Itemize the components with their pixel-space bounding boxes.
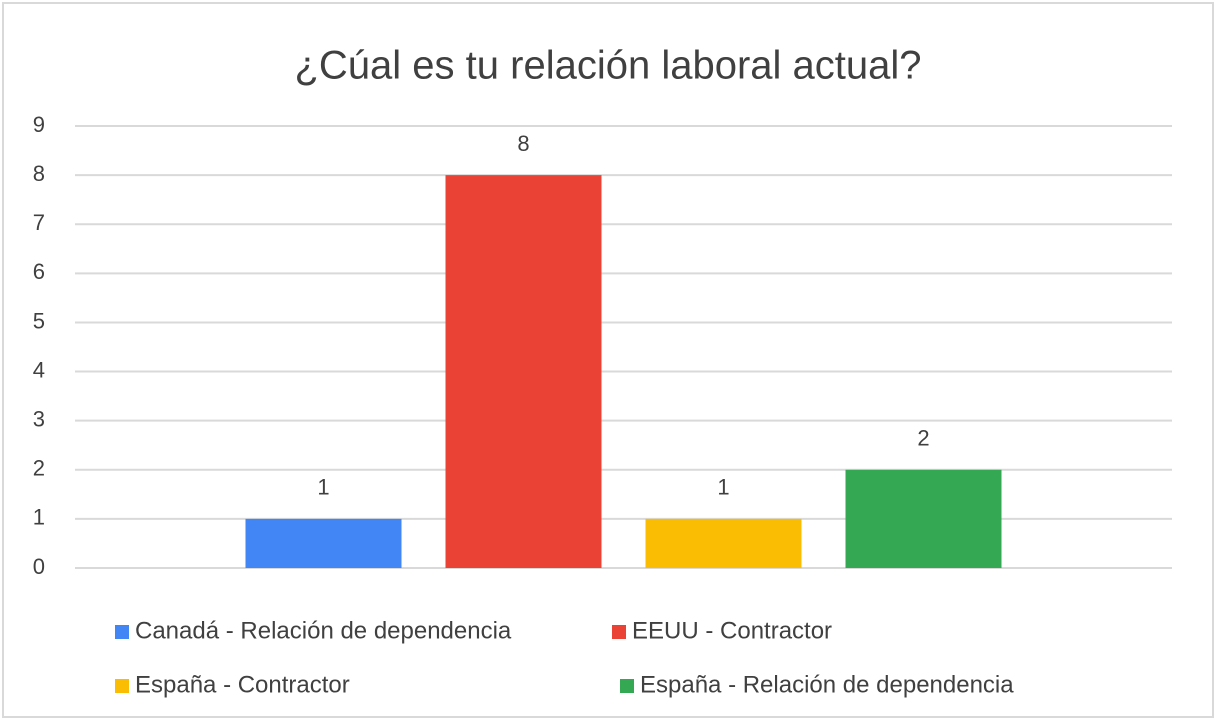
legend-swatch (115, 679, 129, 693)
y-tick-label: 7 (33, 210, 45, 235)
y-tick-label: 4 (33, 357, 45, 382)
y-tick-label: 1 (33, 505, 45, 530)
data-label: 1 (717, 475, 729, 500)
bar (645, 518, 802, 568)
y-tick-label: 2 (33, 456, 45, 481)
legend-label: EEUU - Contractor (632, 617, 832, 644)
data-label: 1 (317, 475, 329, 500)
data-label: 2 (917, 426, 929, 451)
bar (245, 518, 402, 568)
legend-label: España - Relación de dependencia (640, 671, 1014, 698)
legend-swatch (612, 625, 626, 639)
data-label: 8 (517, 131, 529, 156)
y-tick-label: 9 (33, 112, 45, 137)
y-tick-label: 5 (33, 308, 45, 333)
y-tick-label: 8 (33, 161, 45, 186)
bar (845, 469, 1002, 568)
legend-swatch (620, 679, 634, 693)
y-tick-label: 6 (33, 259, 45, 284)
y-tick-label: 3 (33, 406, 45, 431)
legend-label: Canadá - Relación de dependencia (135, 617, 512, 644)
bar (445, 175, 602, 568)
y-tick-label: 0 (33, 554, 45, 579)
chart-title: ¿Cúal es tu relación laboral actual? (294, 44, 921, 88)
legend-label: España - Contractor (135, 671, 350, 698)
legend-swatch (115, 625, 129, 639)
